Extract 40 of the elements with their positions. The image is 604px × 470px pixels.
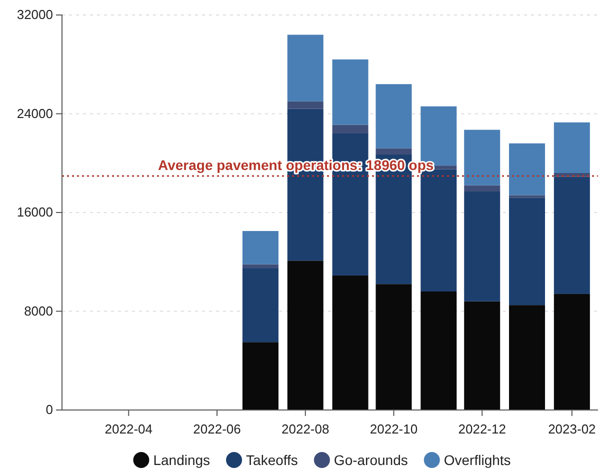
- bar: [376, 148, 412, 154]
- bar: [554, 294, 590, 410]
- y-tick-label: 16000: [16, 204, 53, 220]
- bar: [242, 264, 278, 268]
- bar: [332, 124, 368, 134]
- bar: [509, 195, 546, 198]
- x-tick-label: 2022-06: [193, 421, 241, 436]
- legend-label: Go-arounds: [334, 452, 408, 468]
- bar: [554, 176, 590, 294]
- bar: [332, 59, 368, 125]
- bar: [242, 268, 278, 342]
- y-tick-label: 8000: [24, 303, 53, 318]
- x-tick-label: 2022-08: [282, 421, 330, 436]
- x-tick-label: 2022-10: [370, 421, 418, 436]
- y-tick-label: 0: [46, 402, 53, 418]
- bar: [464, 185, 500, 192]
- bar: [509, 305, 546, 410]
- bar: [287, 34, 324, 102]
- bar: [420, 292, 457, 410]
- bar: [376, 284, 412, 410]
- x-tick-label: 2022-12: [458, 421, 506, 436]
- bar: [287, 101, 324, 109]
- legend-label: Overflights: [444, 452, 511, 468]
- bar: [287, 260, 324, 410]
- bar: [332, 275, 368, 410]
- bar: [509, 143, 546, 196]
- bar: [509, 198, 546, 306]
- x-tick-label: 2023-02: [548, 421, 596, 436]
- bar: [464, 130, 500, 186]
- bar: [464, 192, 500, 302]
- bar: [242, 342, 278, 410]
- bar: [242, 231, 278, 264]
- x-tick-label: 2022-04: [104, 421, 152, 436]
- y-tick-label: 24000: [16, 106, 53, 121]
- y-tick-label: 32000: [16, 7, 53, 22]
- bar: [464, 301, 500, 410]
- bar: [376, 84, 412, 148]
- legend-label: Landings: [153, 452, 210, 468]
- legend-label: Takeoffs: [246, 452, 298, 468]
- bar: [554, 122, 590, 173]
